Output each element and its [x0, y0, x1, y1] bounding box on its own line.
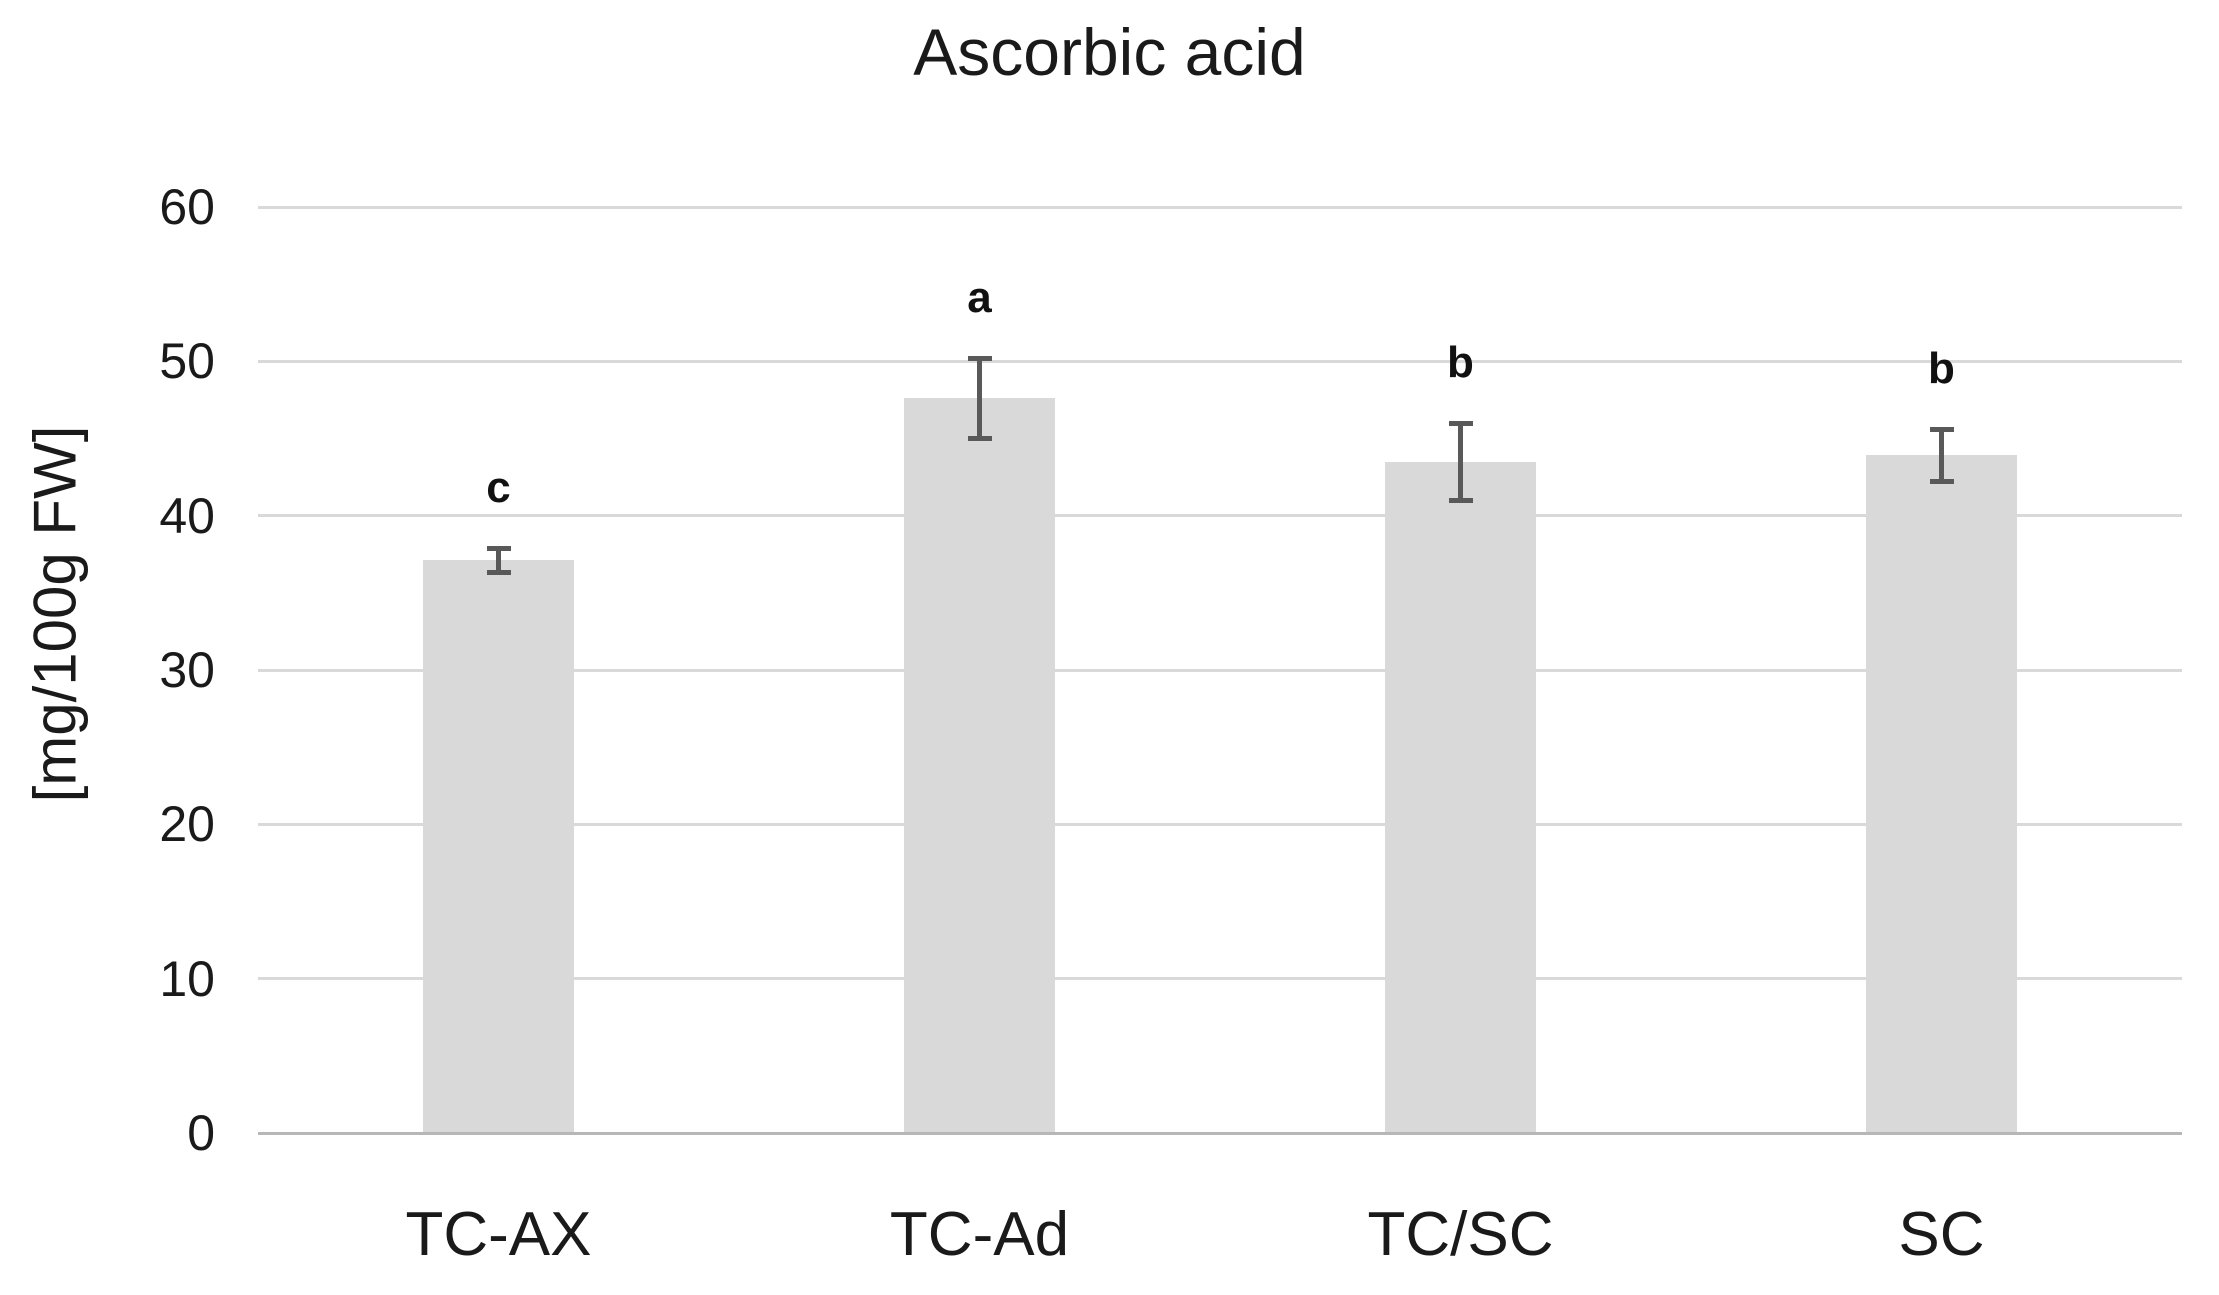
error-bar-cap-top: [967, 355, 992, 361]
error-bar-stem: [977, 358, 982, 439]
y-tick-label: 0: [187, 1105, 215, 1161]
x-category-label: SC: [1898, 1200, 1985, 1269]
error-bar-cap-bottom: [486, 570, 511, 576]
bar: [1385, 461, 1536, 1133]
sig-letter: c: [486, 463, 511, 513]
y-tick-label: 60: [159, 179, 215, 235]
x-axis-line: [258, 1131, 2182, 1135]
y-tick-label: 40: [159, 487, 215, 544]
sig-letter: b: [1928, 344, 1955, 394]
gridline: [258, 822, 2182, 826]
y-tick-label: 50: [159, 333, 215, 390]
error-bar-stem: [1458, 423, 1463, 501]
sig-letter: b: [1447, 338, 1474, 388]
error-bar-cap-bottom: [967, 436, 992, 441]
y-tick-label: 20: [159, 796, 215, 853]
chart-title: Ascorbic acid: [913, 15, 1306, 89]
bar: [1866, 455, 2017, 1133]
bar: [904, 398, 1055, 1133]
bar: [423, 560, 574, 1133]
y-tick-label: 30: [159, 642, 215, 698]
x-category-label: TC/SC: [1367, 1200, 1554, 1269]
y-tick-label: 10: [159, 950, 215, 1007]
gridline: [258, 668, 2182, 672]
y-axis-title: [mg/100g FW]: [21, 425, 89, 803]
x-category-label: TC-Ad: [889, 1200, 1070, 1269]
error-bar-stem: [1939, 429, 1944, 482]
gridline: [258, 514, 2182, 518]
gridline: [258, 205, 2182, 209]
error-bar-cap-top: [1929, 426, 1954, 432]
error-bar-cap-top: [1448, 420, 1473, 426]
gridline: [258, 359, 2182, 363]
error-bar-cap-bottom: [1448, 497, 1473, 503]
error-bar-stem: [496, 548, 501, 573]
error-bar-cap-top: [486, 545, 511, 551]
x-category-label: TC-AX: [405, 1200, 592, 1269]
error-bar-cap-bottom: [1929, 479, 1954, 485]
gridline: [258, 977, 2182, 981]
sig-letter: a: [967, 273, 992, 323]
